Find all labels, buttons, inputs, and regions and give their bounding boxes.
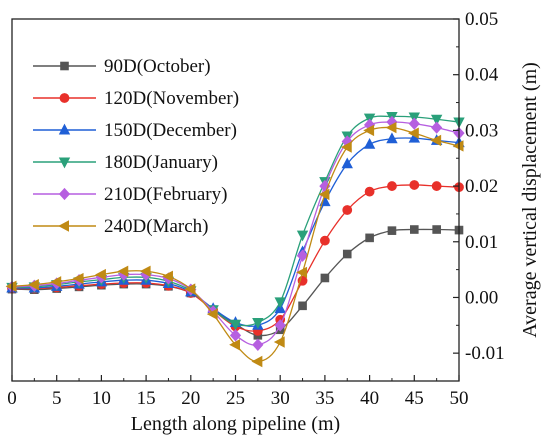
legend-item: 240D(March) — [33, 216, 208, 237]
legend-label: 90D(October) — [104, 56, 211, 77]
legend-label: 150D(December) — [104, 120, 237, 141]
data-point — [386, 132, 398, 144]
legend-item: 150D(December) — [33, 120, 237, 141]
legend-marker — [58, 157, 71, 169]
legend-marker — [60, 61, 69, 71]
data-point — [319, 235, 330, 246]
legend-label: 210D(February) — [104, 184, 227, 205]
data-point — [408, 117, 420, 130]
data-point — [229, 329, 242, 342]
data-point — [139, 265, 151, 277]
ticks-layer: 0 5 10 15 20 25 30 35 40 45 50 -0.01 0.00 0.01 0.02 0.0… — [7, 9, 504, 409]
legend-item: 210D(February) — [33, 184, 227, 205]
data-point — [342, 205, 353, 215]
data-point — [117, 265, 129, 277]
data-point — [363, 124, 375, 137]
x-tick-label: 0 — [7, 388, 17, 409]
data-point — [385, 121, 397, 134]
y-tick-label: -0.01 — [465, 343, 505, 364]
data-point — [50, 276, 62, 288]
legend-marker — [59, 93, 70, 103]
legend-item: 120D(November) — [33, 88, 239, 109]
data-point — [251, 355, 263, 368]
data-point — [298, 301, 307, 311]
legend-label: 120D(November) — [104, 88, 239, 109]
y-axis-title: Average vertical displacement (m) — [519, 62, 541, 338]
data-point — [229, 319, 242, 331]
data-point — [387, 226, 397, 235]
data-point — [296, 230, 309, 242]
x-tick-label: 20 — [181, 388, 200, 409]
data-point — [407, 127, 419, 139]
x-tick-label: 50 — [450, 388, 469, 409]
data-point — [252, 338, 264, 351]
x-axis-title: Length along pipeline (m) — [131, 413, 340, 435]
data-point — [342, 249, 352, 259]
data-point — [28, 278, 39, 291]
series-2 — [7, 180, 464, 336]
x-tick-label: 25 — [226, 388, 245, 409]
data-point — [409, 180, 420, 190]
data-point — [431, 121, 443, 134]
data-point — [274, 319, 286, 332]
data-point — [431, 181, 442, 191]
data-point — [229, 339, 240, 351]
data-point — [162, 270, 173, 282]
legend: 90D(October) 120D(November) 150D(December)… — [33, 56, 239, 237]
legend-item: 180D(January) — [33, 152, 218, 173]
data-point — [340, 141, 352, 153]
data-point — [318, 188, 330, 201]
series-4 — [6, 111, 465, 331]
data-point — [296, 249, 309, 262]
data-point — [409, 225, 419, 234]
legend-marker — [58, 220, 69, 232]
data-point — [206, 308, 218, 320]
data-point — [387, 181, 397, 191]
legend-marker — [58, 187, 71, 201]
data-point — [363, 137, 376, 149]
y-tick-label: 0.01 — [465, 232, 498, 253]
data-point — [320, 273, 330, 283]
x-tick-label: 35 — [315, 388, 334, 409]
y-tick-label: 0.00 — [465, 287, 498, 308]
data-point — [341, 157, 353, 169]
series-6 — [5, 121, 464, 368]
y-tick-label: 0.04 — [465, 65, 499, 86]
data-point — [364, 186, 375, 197]
data-point — [184, 283, 196, 295]
series-line — [11, 115, 460, 327]
data-point — [5, 280, 17, 293]
data-point — [452, 140, 464, 152]
legend-label: 240D(March) — [104, 216, 208, 237]
y-tick-label: 0.02 — [465, 176, 498, 197]
series-layer — [5, 111, 465, 368]
x-tick-label: 30 — [271, 388, 290, 409]
data-point — [72, 272, 84, 285]
x-tick-label: 40 — [360, 388, 379, 409]
data-point — [430, 134, 442, 147]
y-tick-label: 0.03 — [465, 120, 498, 141]
data-point — [95, 268, 106, 281]
x-tick-label: 10 — [92, 388, 111, 409]
data-point — [252, 318, 264, 329]
x-tick-label: 15 — [137, 388, 156, 409]
data-point — [296, 266, 308, 279]
x-tick-label: 5 — [52, 388, 62, 409]
legend-marker — [58, 123, 71, 135]
legend-item: 90D(October) — [33, 56, 211, 77]
y-tick-label: 0.05 — [465, 9, 498, 30]
data-point — [365, 233, 374, 243]
legend-label: 180D(January) — [104, 152, 218, 173]
data-point — [274, 297, 286, 309]
data-point — [430, 114, 443, 126]
data-point — [432, 225, 441, 234]
series-line — [11, 184, 460, 332]
data-point — [273, 336, 285, 348]
x-tick-label: 45 — [405, 388, 424, 409]
